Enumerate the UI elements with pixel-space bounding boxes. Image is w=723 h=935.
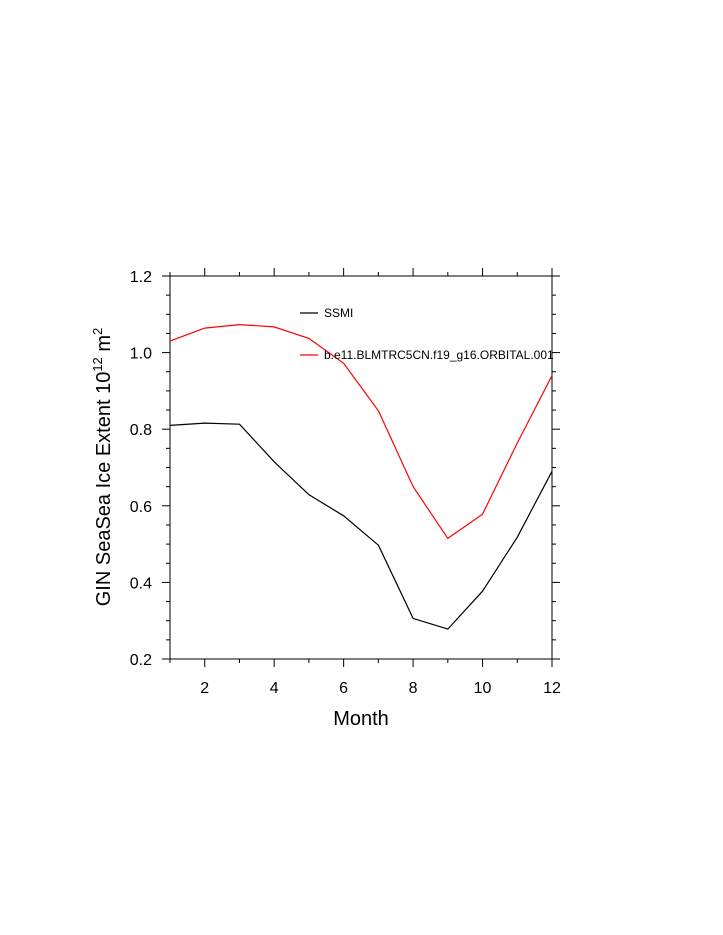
- x-tick-label: 2: [200, 680, 209, 697]
- y-axis-title-exponent: 12: [90, 357, 105, 371]
- plot-frame: [169, 275, 553, 660]
- legend-label-1: b.e11.BLMTRC5CN.f19_g16.ORBITAL.001: [324, 348, 554, 362]
- legend: SSMI b.e11.BLMTRC5CN.f19_g16.ORBITAL.001: [300, 306, 554, 362]
- legend-label-0: SSMI: [324, 306, 353, 320]
- y-axis-title-unit: m: [93, 335, 115, 357]
- y-axis-title: GIN SeaSea Ice Extent 1012 m2: [90, 328, 115, 607]
- x-tick-label: 6: [339, 680, 348, 697]
- axis-ticks: 2 4 6 8 10 12 0.2 0.4 0.6 0.8 1.0 1.2: [130, 268, 561, 697]
- series-line-0: [169, 422, 553, 630]
- y-axis-title-unit-exponent: 2: [90, 328, 105, 335]
- series-line-1: [169, 323, 553, 540]
- y-tick-label: 0.8: [130, 422, 152, 439]
- series-layer: [169, 323, 553, 630]
- y-axis-title-main: GIN SeaSea Ice Extent 10: [93, 372, 115, 607]
- x-tick-label: 12: [543, 680, 561, 697]
- y-tick-label: 0.4: [130, 575, 152, 592]
- y-tick-label: 0.2: [130, 652, 152, 669]
- x-axis-title: Month: [333, 708, 389, 730]
- y-tick-label: 1.2: [130, 269, 152, 286]
- y-tick-label: 1.0: [130, 346, 152, 363]
- x-tick-label: 4: [270, 680, 279, 697]
- y-tick-label: 0.6: [130, 499, 152, 516]
- x-tick-label: 10: [474, 680, 492, 697]
- x-tick-label: 8: [409, 680, 418, 697]
